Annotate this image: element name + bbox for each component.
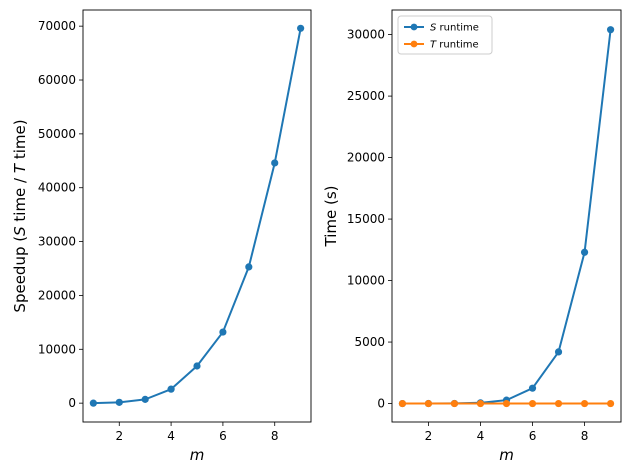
data-point (141, 395, 149, 403)
legend-entry-var: T (430, 40, 437, 51)
y-tick-label: 30000 (38, 235, 76, 249)
x-tick-label: 8 (271, 429, 279, 443)
data-point (271, 159, 279, 167)
y-tick-label: 50000 (38, 127, 76, 141)
y-tick-label: 0 (68, 396, 76, 410)
axes-frame (391, 9, 622, 423)
y-tick-label: 20000 (38, 288, 76, 302)
y-tick-label: 60000 (38, 73, 76, 87)
data-point (193, 362, 201, 370)
legend-entry-rest: runtime (436, 40, 479, 51)
y-axis-label-part: time / (11, 173, 29, 226)
data-point (450, 399, 459, 408)
x-tick-label: 2 (115, 429, 123, 443)
y-axis-label-part: T (11, 162, 29, 173)
y-tick-label: 10000 (347, 274, 385, 288)
data-point (89, 399, 97, 407)
data-point (245, 263, 253, 271)
data-point (580, 248, 589, 256)
legend-entry: T runtime (430, 40, 479, 51)
data-point (606, 399, 615, 408)
y-axis-label-part: S (11, 226, 29, 236)
axes-frame (82, 9, 312, 423)
x-tick-label: 8 (581, 429, 589, 443)
legend-entry: S runtime (430, 23, 479, 34)
data-point (167, 385, 175, 393)
x-tick-label: 6 (219, 429, 227, 443)
x-tick-label: 6 (529, 429, 537, 443)
x-tick-label: 4 (477, 429, 485, 443)
y-axis-label: Time (s) (322, 186, 340, 248)
y-axis-label-part: Time (s) (322, 186, 340, 248)
legend-entry-rest: runtime (436, 23, 479, 34)
data-point (554, 399, 563, 408)
x-axis-label: m (499, 446, 514, 464)
data-point (297, 24, 305, 32)
legend-swatch-marker (410, 40, 418, 48)
y-tick-label: 40000 (38, 181, 76, 195)
legend-entry-var: S (430, 23, 437, 34)
data-point (554, 348, 563, 356)
y-tick-label: 70000 (38, 19, 76, 33)
data-point (580, 399, 589, 408)
data-point (502, 399, 511, 408)
data-point (528, 399, 537, 408)
y-axis-label-part: time) (11, 119, 29, 164)
x-tick-label: 2 (425, 429, 433, 443)
y-tick-label: 0 (377, 397, 385, 411)
y-tick-label: 10000 (38, 342, 76, 356)
data-point (606, 26, 615, 34)
data-point (476, 399, 485, 408)
legend-swatch-marker (410, 23, 418, 31)
y-tick-label: 30000 (347, 28, 385, 42)
series-line-0 (402, 29, 612, 405)
runtime-chart: 0 5000 10000 15000 20000 25000 30000 2 4 6 8 m Time … (322, 9, 622, 464)
y-axis-label-part: Speedup ( (11, 236, 29, 313)
series-line-0 (93, 28, 302, 405)
data-point (528, 384, 537, 392)
y-axis-label: Speedup (S time / T time) (11, 119, 29, 312)
speedup-chart: 0 10000 20000 30000 40000 50000 60000 70000 2 4 6 8… (11, 9, 312, 464)
x-tick-label: 4 (167, 429, 175, 443)
y-tick-label: 25000 (347, 89, 385, 103)
x-axis-label: m (190, 446, 205, 464)
data-point (115, 398, 123, 406)
data-point (424, 399, 433, 408)
y-tick-label: 5000 (354, 335, 385, 349)
data-point (398, 399, 407, 408)
data-point (219, 328, 227, 336)
y-tick-label: 15000 (347, 212, 385, 226)
y-tick-label: 20000 (347, 151, 385, 165)
